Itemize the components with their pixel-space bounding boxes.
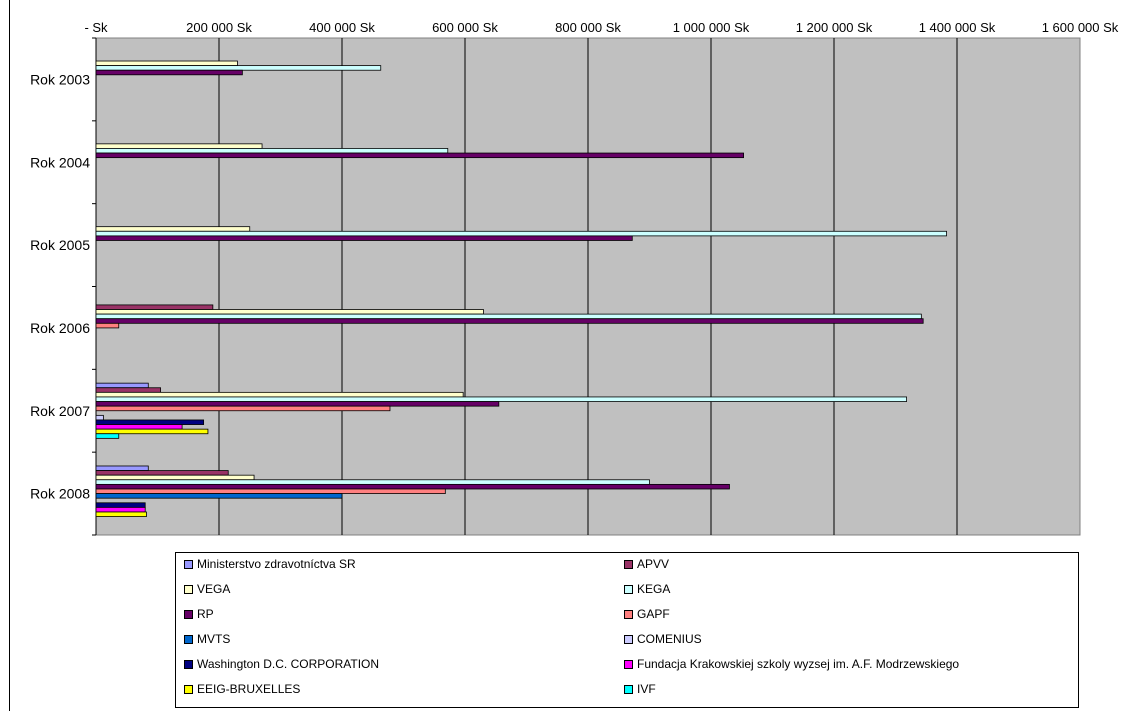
x-tick-label: 1 600 000 Sk [1042, 20, 1119, 35]
legend-item: RP [184, 607, 214, 621]
x-tick-label: 800 000 Sk [555, 20, 621, 35]
legend-label: APVV [637, 557, 670, 571]
legend-item: Ministerstvo zdravotníctva SR [184, 557, 356, 571]
bar [95, 424, 183, 430]
category-label: Rok 2006 [30, 320, 90, 336]
bar [95, 148, 449, 154]
bar [95, 226, 251, 232]
bar [95, 405, 391, 412]
legend-item: IVF [624, 682, 656, 696]
x-tick-label: 200 000 Sk [186, 20, 252, 35]
category-label: Rok 2007 [30, 403, 90, 419]
bar [95, 69, 243, 76]
bar [95, 488, 446, 494]
legend-item: Washington D.C. CORPORATION [184, 657, 379, 671]
legend-item: COMENIUS [624, 632, 702, 646]
legend-item: MVTS [184, 632, 230, 646]
x-tick-label: 1 000 000 Sk [673, 20, 750, 35]
x-tick-label: - Sk [84, 20, 108, 35]
legend-item: GAPF [624, 607, 670, 621]
x-tick-label: 600 000 Sk [432, 20, 498, 35]
legend-item: Fundacja Krakowskiej szkoly wyzsej im. A… [624, 657, 959, 671]
bar [95, 143, 263, 149]
chart-legend: Ministerstvo zdravotníctva SR APVV VEGA KEG… [175, 552, 1079, 708]
legend-swatch [624, 659, 633, 669]
x-tick-label: 400 000 Sk [309, 20, 375, 35]
bar [95, 313, 922, 320]
bar [95, 322, 120, 329]
bar [95, 433, 120, 439]
bar [95, 474, 255, 481]
legend-swatch [624, 634, 633, 644]
legend-swatch [624, 584, 633, 594]
bar [95, 152, 744, 159]
bar [95, 391, 464, 398]
category-label: Rok 2008 [30, 486, 90, 502]
legend-label: GAPF [637, 607, 670, 621]
legend-swatch [184, 609, 193, 619]
legend-label: MVTS [197, 632, 231, 646]
legend-item: APVV [624, 557, 669, 571]
legend-item: EEIG-BRUXELLES [184, 682, 300, 696]
category-label: Rok 2003 [30, 71, 90, 87]
legend-swatch [184, 559, 193, 569]
bar [95, 502, 146, 508]
legend-item: VEGA [184, 582, 230, 596]
legend-label: Ministerstvo zdravotníctva SR [197, 557, 356, 571]
bar [95, 396, 907, 402]
bar [95, 235, 633, 241]
legend-swatch [624, 559, 633, 569]
bar [95, 318, 924, 324]
legend-swatch [184, 634, 193, 644]
bar [95, 230, 947, 237]
bar [95, 483, 730, 490]
legend-swatch [624, 684, 633, 694]
bar [95, 65, 382, 71]
bar [95, 470, 229, 476]
legend-label: RP [197, 607, 214, 621]
chart-frame-left [9, 0, 10, 711]
legend-label: VEGA [197, 582, 231, 596]
category-label: Rok 2005 [30, 237, 90, 253]
bar [95, 479, 650, 485]
legend-swatch [624, 609, 633, 619]
bar [95, 382, 149, 389]
legend-swatch [184, 684, 193, 694]
bar [95, 60, 238, 67]
bar [95, 506, 146, 513]
bar [95, 428, 209, 435]
bar [95, 304, 214, 310]
x-tick-label: 1 400 000 Sk [919, 20, 996, 35]
bar [95, 309, 484, 315]
x-tick-label: 1 200 000 Sk [796, 20, 873, 35]
bar [95, 419, 205, 425]
legend-label: Fundacja Krakowskiej szkoly wyzsej im. A… [637, 657, 960, 671]
bar [95, 493, 343, 499]
legend-label: EEIG-BRUXELLES [197, 682, 301, 696]
bar [95, 414, 104, 421]
legend-label: KEGA [637, 582, 671, 596]
bar [95, 387, 161, 393]
legend-label: IVF [637, 682, 656, 696]
legend-label: Washington D.C. CORPORATION [197, 657, 380, 671]
legend-item: KEGA [624, 582, 670, 596]
legend-swatch [184, 584, 193, 594]
legend-swatch [184, 659, 193, 669]
bar [95, 401, 500, 407]
legend-label: COMENIUS [637, 632, 702, 646]
bar [95, 511, 147, 517]
bar [95, 465, 149, 471]
category-label: Rok 2004 [30, 154, 90, 170]
